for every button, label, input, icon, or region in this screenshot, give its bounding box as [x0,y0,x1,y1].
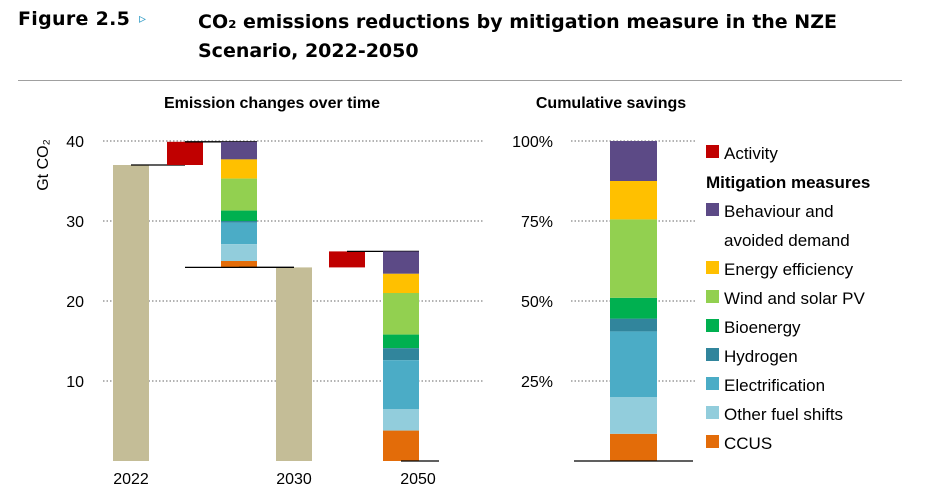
y-tick-label: 20 [66,294,84,311]
activity-bar [167,141,203,165]
legend-swatch-wind-and-solar-pv [706,290,719,303]
reduction-segment-other-fuel-shifts [383,409,419,431]
figure-title: CO₂ emissions reductions by mitigation m… [198,11,837,62]
legend-label-behaviour-and-avoided-demand: avoided demand [724,231,850,250]
reduction-segment-hydrogen [221,221,257,223]
x-tick-label: 2030 [276,471,312,486]
legend: Activity Mitigation measures Behaviour and… [706,144,870,453]
reduction-segment-wind-and-solar-pv [221,178,257,211]
legend-label-activity: Activity [724,144,778,163]
y-tick-label: 75% [521,214,553,231]
legend-label-ccus: CCUS [724,434,772,453]
reduction-segment-hydrogen [383,348,419,361]
legend-heading: Mitigation measures [706,173,870,192]
total-bar-2030 [276,267,312,461]
left-chart-ylabel: Gt CO₂ [35,139,52,191]
left-chart-title: Emission changes over time [164,95,380,112]
y-tick-label: 25% [521,374,553,391]
reduction-segment-energy-efficiency [383,273,419,293]
savings-segment-bioenergy [610,297,657,319]
legend-label-energy-efficiency: Energy efficiency [724,260,854,279]
reduction-segment-electrification [383,360,419,409]
reduction-segment-energy-efficiency [221,159,257,179]
savings-segment-ccus [610,433,657,461]
savings-segment-electrification [610,331,657,397]
y-tick-label: 100% [512,134,553,151]
left-chart-bars [113,141,439,462]
figure-label: Figure 2.5 [18,8,131,30]
legend-label-hydrogen: Hydrogen [724,347,798,366]
legend-swatch-activity [706,145,719,158]
title-divider [18,80,902,81]
legend-label-electrification: Electrification [724,376,825,395]
legend-label-wind-and-solar-pv: Wind and solar PV [724,289,865,308]
legend-label-other-fuel-shifts: Other fuel shifts [724,405,843,424]
legend-swatch-ccus [706,435,719,448]
reduction-segment-electrification [221,222,257,245]
savings-segment-wind-and-solar-pv [610,219,657,298]
y-tick-label: 50% [521,294,553,311]
reduction-segment-bioenergy [383,334,419,349]
legend-label-behaviour-and-avoided-demand: Behaviour and [724,202,834,221]
activity-bar [329,251,365,268]
reduction-segment-other-fuel-shifts [221,244,257,261]
legend-swatch-bioenergy [706,319,719,332]
legend-label-bioenergy: Bioenergy [724,318,801,337]
y-tick-label: 30 [66,214,84,231]
legend-swatch-electrification [706,377,719,390]
savings-segment-hydrogen [610,318,657,332]
right-chart-bars [574,141,693,462]
x-tick-label: 2050 [400,471,436,486]
y-tick-label: 10 [66,374,84,391]
savings-segment-behaviour-and-avoided-demand [610,141,657,181]
reduction-segment-ccus [221,261,257,268]
legend-swatch-behaviour-and-avoided-demand [706,203,719,216]
figure-arrow-icon: ▹ [139,10,147,26]
total-bar-2022 [113,165,149,461]
reduction-segment-wind-and-solar-pv [383,293,419,335]
x-tick-label: 2022 [113,471,149,486]
right-chart-title: Cumulative savings [536,95,686,112]
reduction-segment-bioenergy [221,210,257,221]
legend-swatch-hydrogen [706,348,719,361]
legend-swatch-energy-efficiency [706,261,719,274]
legend-swatch-other-fuel-shifts [706,406,719,419]
reduction-segment-behaviour-and-avoided-demand [383,251,419,274]
right-chart-axis-labels: 25% 50% 75% 100% [512,134,553,391]
reduction-segment-behaviour-and-avoided-demand [221,141,257,160]
savings-segment-energy-efficiency [610,181,657,220]
reduction-segment-ccus [383,430,419,461]
savings-segment-other-fuel-shifts [610,397,657,434]
y-tick-label: 40 [66,134,84,151]
